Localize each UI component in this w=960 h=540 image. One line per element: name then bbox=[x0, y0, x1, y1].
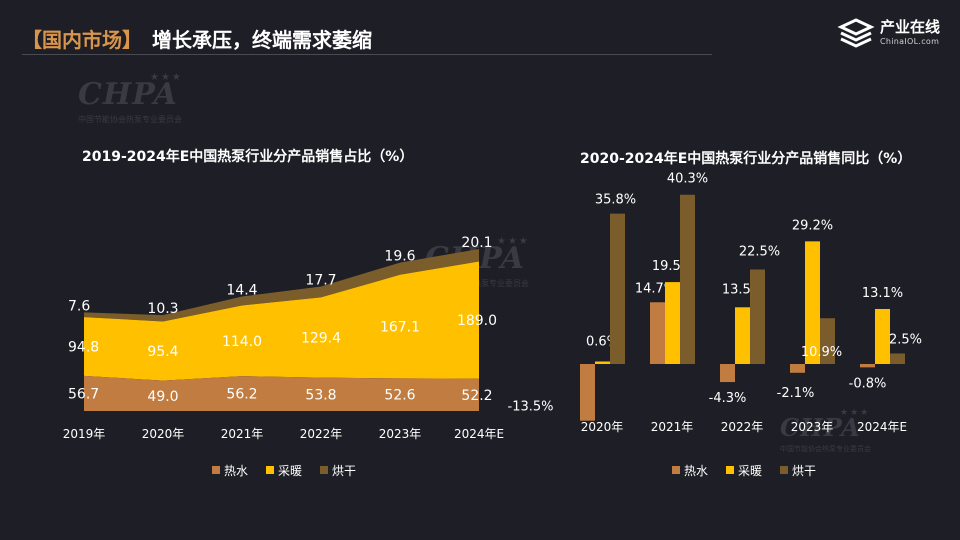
area-series-3 bbox=[84, 248, 479, 322]
bar-x-tick-label: 2022年 bbox=[721, 420, 764, 434]
watermark-bottom-right: ★★★ CHPA 中国节能协会热泵专业委员会 bbox=[780, 408, 871, 454]
bar-3 bbox=[820, 318, 835, 364]
area-data-label: 114.0 bbox=[222, 334, 262, 350]
area-data-label: 7.6 bbox=[68, 298, 90, 314]
area-data-label: 14.4 bbox=[226, 283, 257, 299]
bar-2 bbox=[805, 241, 820, 364]
bar-legend-swatch bbox=[726, 466, 734, 474]
area-x-tick-label: 2024年E bbox=[454, 427, 504, 441]
area-legend-label: 采暖 bbox=[278, 464, 302, 478]
watermark-stars-icon: ★★★ bbox=[840, 408, 871, 418]
watermark-subtitle: 中国节能协会热泵专业委员会 bbox=[78, 115, 182, 124]
bar-data-label: -0.8% bbox=[849, 376, 887, 391]
area-data-label: 95.4 bbox=[147, 344, 178, 360]
bar-data-label: 2.5% bbox=[889, 333, 922, 348]
area-data-label: 56.7 bbox=[68, 386, 99, 402]
area-legend-swatch bbox=[266, 466, 274, 474]
area-chart-title: 2019-2024年E中国热泵行业分产品销售占比（%） bbox=[82, 149, 414, 165]
bar-2 bbox=[595, 361, 610, 364]
bar-3 bbox=[750, 269, 765, 364]
bar-data-label: -2.1% bbox=[777, 386, 815, 401]
watermark-logo: CHPA bbox=[78, 77, 178, 112]
area-x-tick-label: 2020年 bbox=[142, 427, 185, 441]
area-data-label: 19.6 bbox=[384, 249, 415, 265]
area-data-label: 49.0 bbox=[147, 389, 178, 405]
title-divider bbox=[22, 54, 712, 55]
bar-chart-title: 2020-2024年E中国热泵行业分产品销售同比（%） bbox=[580, 151, 912, 167]
bar-legend-label: 采暖 bbox=[738, 464, 762, 478]
area-x-tick-label: 2019年 bbox=[63, 427, 106, 441]
bar-x-tick-label: 2020年 bbox=[581, 420, 624, 434]
bar-x-tick-label: 2024年E bbox=[857, 420, 907, 434]
slide-title: 增长承压，终端需求萎缩 bbox=[152, 28, 372, 52]
area-series-2 bbox=[84, 261, 479, 381]
bar-data-label: 13.1% bbox=[862, 286, 903, 301]
area-data-label: 20.1 bbox=[461, 235, 492, 251]
area-data-label: 53.8 bbox=[305, 387, 336, 403]
area-data-label: 189.0 bbox=[457, 313, 497, 329]
bar-data-label: 35.8% bbox=[595, 193, 636, 208]
area-legend-label: 热水 bbox=[224, 464, 248, 478]
bar-data-label: 10.9% bbox=[801, 345, 842, 360]
bar-x-tick-label: 2021年 bbox=[651, 420, 694, 434]
bar-x-tick-label: 2023年 bbox=[791, 420, 834, 434]
section-tag: 【国内市场】 bbox=[22, 28, 142, 52]
watermark-logo: CHPA bbox=[780, 413, 861, 442]
bar-1 bbox=[720, 364, 735, 383]
area-x-tick-label: 2023年 bbox=[379, 427, 422, 441]
bar-1 bbox=[860, 364, 875, 368]
brand-domain: ChinaIOL.com bbox=[879, 37, 940, 46]
bar-data-label: 22.5% bbox=[739, 245, 780, 260]
area-data-label: 52.6 bbox=[384, 388, 415, 404]
bar-1 bbox=[650, 302, 665, 364]
bar-3 bbox=[890, 353, 905, 364]
bar-3 bbox=[680, 194, 695, 364]
bar-2 bbox=[875, 308, 890, 364]
area-data-label: 129.4 bbox=[301, 331, 341, 347]
bar-data-label: 29.2% bbox=[792, 218, 833, 233]
bar-1 bbox=[580, 364, 595, 421]
brand-logo: 产业在线 ChinaIOL.com bbox=[837, 18, 940, 48]
watermark-stars-icon: ★★★ bbox=[497, 236, 530, 247]
watermark-top-left: ★★★ CHPA 中国节能协会热泵专业委员会 bbox=[78, 72, 183, 125]
bar-2 bbox=[665, 282, 680, 364]
bar-legend-label: 热水 bbox=[684, 464, 708, 478]
bar-1 bbox=[790, 364, 805, 373]
bar-legend-swatch bbox=[780, 466, 788, 474]
bar-data-label: -4.3% bbox=[709, 391, 747, 406]
area-legend-label: 烘干 bbox=[332, 464, 356, 478]
watermark-stars-icon: ★★★ bbox=[150, 72, 183, 83]
area-legend-swatch bbox=[320, 466, 328, 474]
bar-data-label: -13.5% bbox=[508, 400, 554, 415]
area-data-label: 52.2 bbox=[461, 388, 492, 404]
area-x-tick-label: 2022年 bbox=[300, 427, 343, 441]
area-data-label: 94.8 bbox=[68, 339, 99, 355]
area-data-label: 56.2 bbox=[226, 387, 257, 403]
slide-header: 【国内市场】 增长承压，终端需求萎缩 bbox=[22, 24, 372, 53]
bar-legend-label: 烘干 bbox=[792, 464, 816, 478]
bar-legend-swatch bbox=[672, 466, 680, 474]
area-data-label: 167.1 bbox=[380, 320, 420, 336]
watermark-subtitle: 中国节能协会热泵专业委员会 bbox=[780, 445, 871, 453]
bar-data-label: 40.3% bbox=[667, 172, 708, 187]
area-data-label: 10.3 bbox=[147, 301, 178, 317]
area-x-tick-label: 2021年 bbox=[221, 427, 264, 441]
area-series-1 bbox=[84, 375, 479, 411]
area-legend-swatch bbox=[212, 466, 220, 474]
cube-logo-icon bbox=[837, 18, 875, 48]
area-data-label: 17.7 bbox=[305, 272, 336, 288]
brand-name: 产业在线 bbox=[879, 18, 940, 36]
bar-2 bbox=[735, 307, 750, 364]
bar-3 bbox=[610, 213, 625, 364]
